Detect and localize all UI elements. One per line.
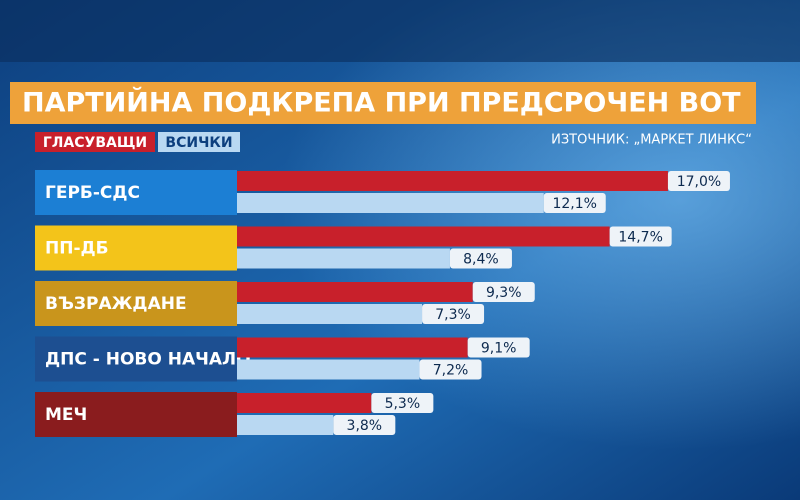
legend-label: ВСИЧКИ <box>165 135 232 151</box>
category-box <box>35 225 237 271</box>
category-box <box>35 336 237 382</box>
value-label: 12,1% <box>552 196 596 212</box>
value-label-box <box>472 282 535 302</box>
category-label: ПП-ДБ <box>45 239 109 259</box>
bar <box>237 304 423 324</box>
title-bar <box>10 82 756 124</box>
bar <box>237 171 668 191</box>
category-label: ВЪЗРАЖДАНЕ <box>45 294 187 314</box>
value-label: 9,3% <box>486 285 522 301</box>
value-label: 14,7% <box>618 230 662 246</box>
bar <box>237 226 610 247</box>
category-box <box>35 281 237 326</box>
value-label-box <box>371 393 434 413</box>
legend-swatch <box>158 132 240 152</box>
rows: ГЕРБ-СДС 17,0% 12,1% ПП-ДБ 14,7% 8,4% ВЪЗРАЖДА… <box>35 170 730 437</box>
legend-label: ГЛАСУВАЩИ <box>43 135 147 151</box>
value-label-box <box>419 359 482 380</box>
bar <box>237 393 372 413</box>
value-label: 5,3% <box>385 396 421 412</box>
value-label-box <box>333 415 396 435</box>
category-box <box>35 170 237 215</box>
value-label-box <box>449 248 512 269</box>
category-label: МЕЧ <box>45 405 87 425</box>
value-label: 7,2% <box>433 363 469 379</box>
bar <box>237 282 473 302</box>
bar <box>237 415 334 435</box>
bar <box>237 337 468 358</box>
value-label-box <box>667 171 730 191</box>
legend: ГЛАСУВАЩИ ВСИЧКИ <box>35 132 240 152</box>
bar <box>237 193 544 213</box>
value-label-box <box>543 193 606 213</box>
value-label-box <box>467 337 530 358</box>
value-label: 3,8% <box>347 418 383 434</box>
value-label-box <box>422 304 485 324</box>
top-band <box>0 0 800 62</box>
legend-swatch <box>35 132 155 152</box>
source: ИЗТОЧНИК: „МАРКЕТ ЛИНКС“ <box>551 133 752 148</box>
category-label: ДПС - НОВО НАЧАЛО <box>45 350 251 370</box>
value-label: 7,3% <box>435 307 471 323</box>
bar <box>237 359 420 380</box>
bar <box>237 248 450 269</box>
category-label: ГЕРБ-СДС <box>45 183 140 203</box>
value-label-box <box>609 226 672 247</box>
category-box <box>35 392 237 437</box>
value-label: 17,0% <box>677 174 721 190</box>
value-label: 9,1% <box>481 341 517 357</box>
value-label: 8,4% <box>463 252 499 268</box>
chart-title: ПАРТИЙНА ПОДКРЕПА ПРИ ПРЕДСРОЧЕН ВОТ <box>22 87 741 119</box>
